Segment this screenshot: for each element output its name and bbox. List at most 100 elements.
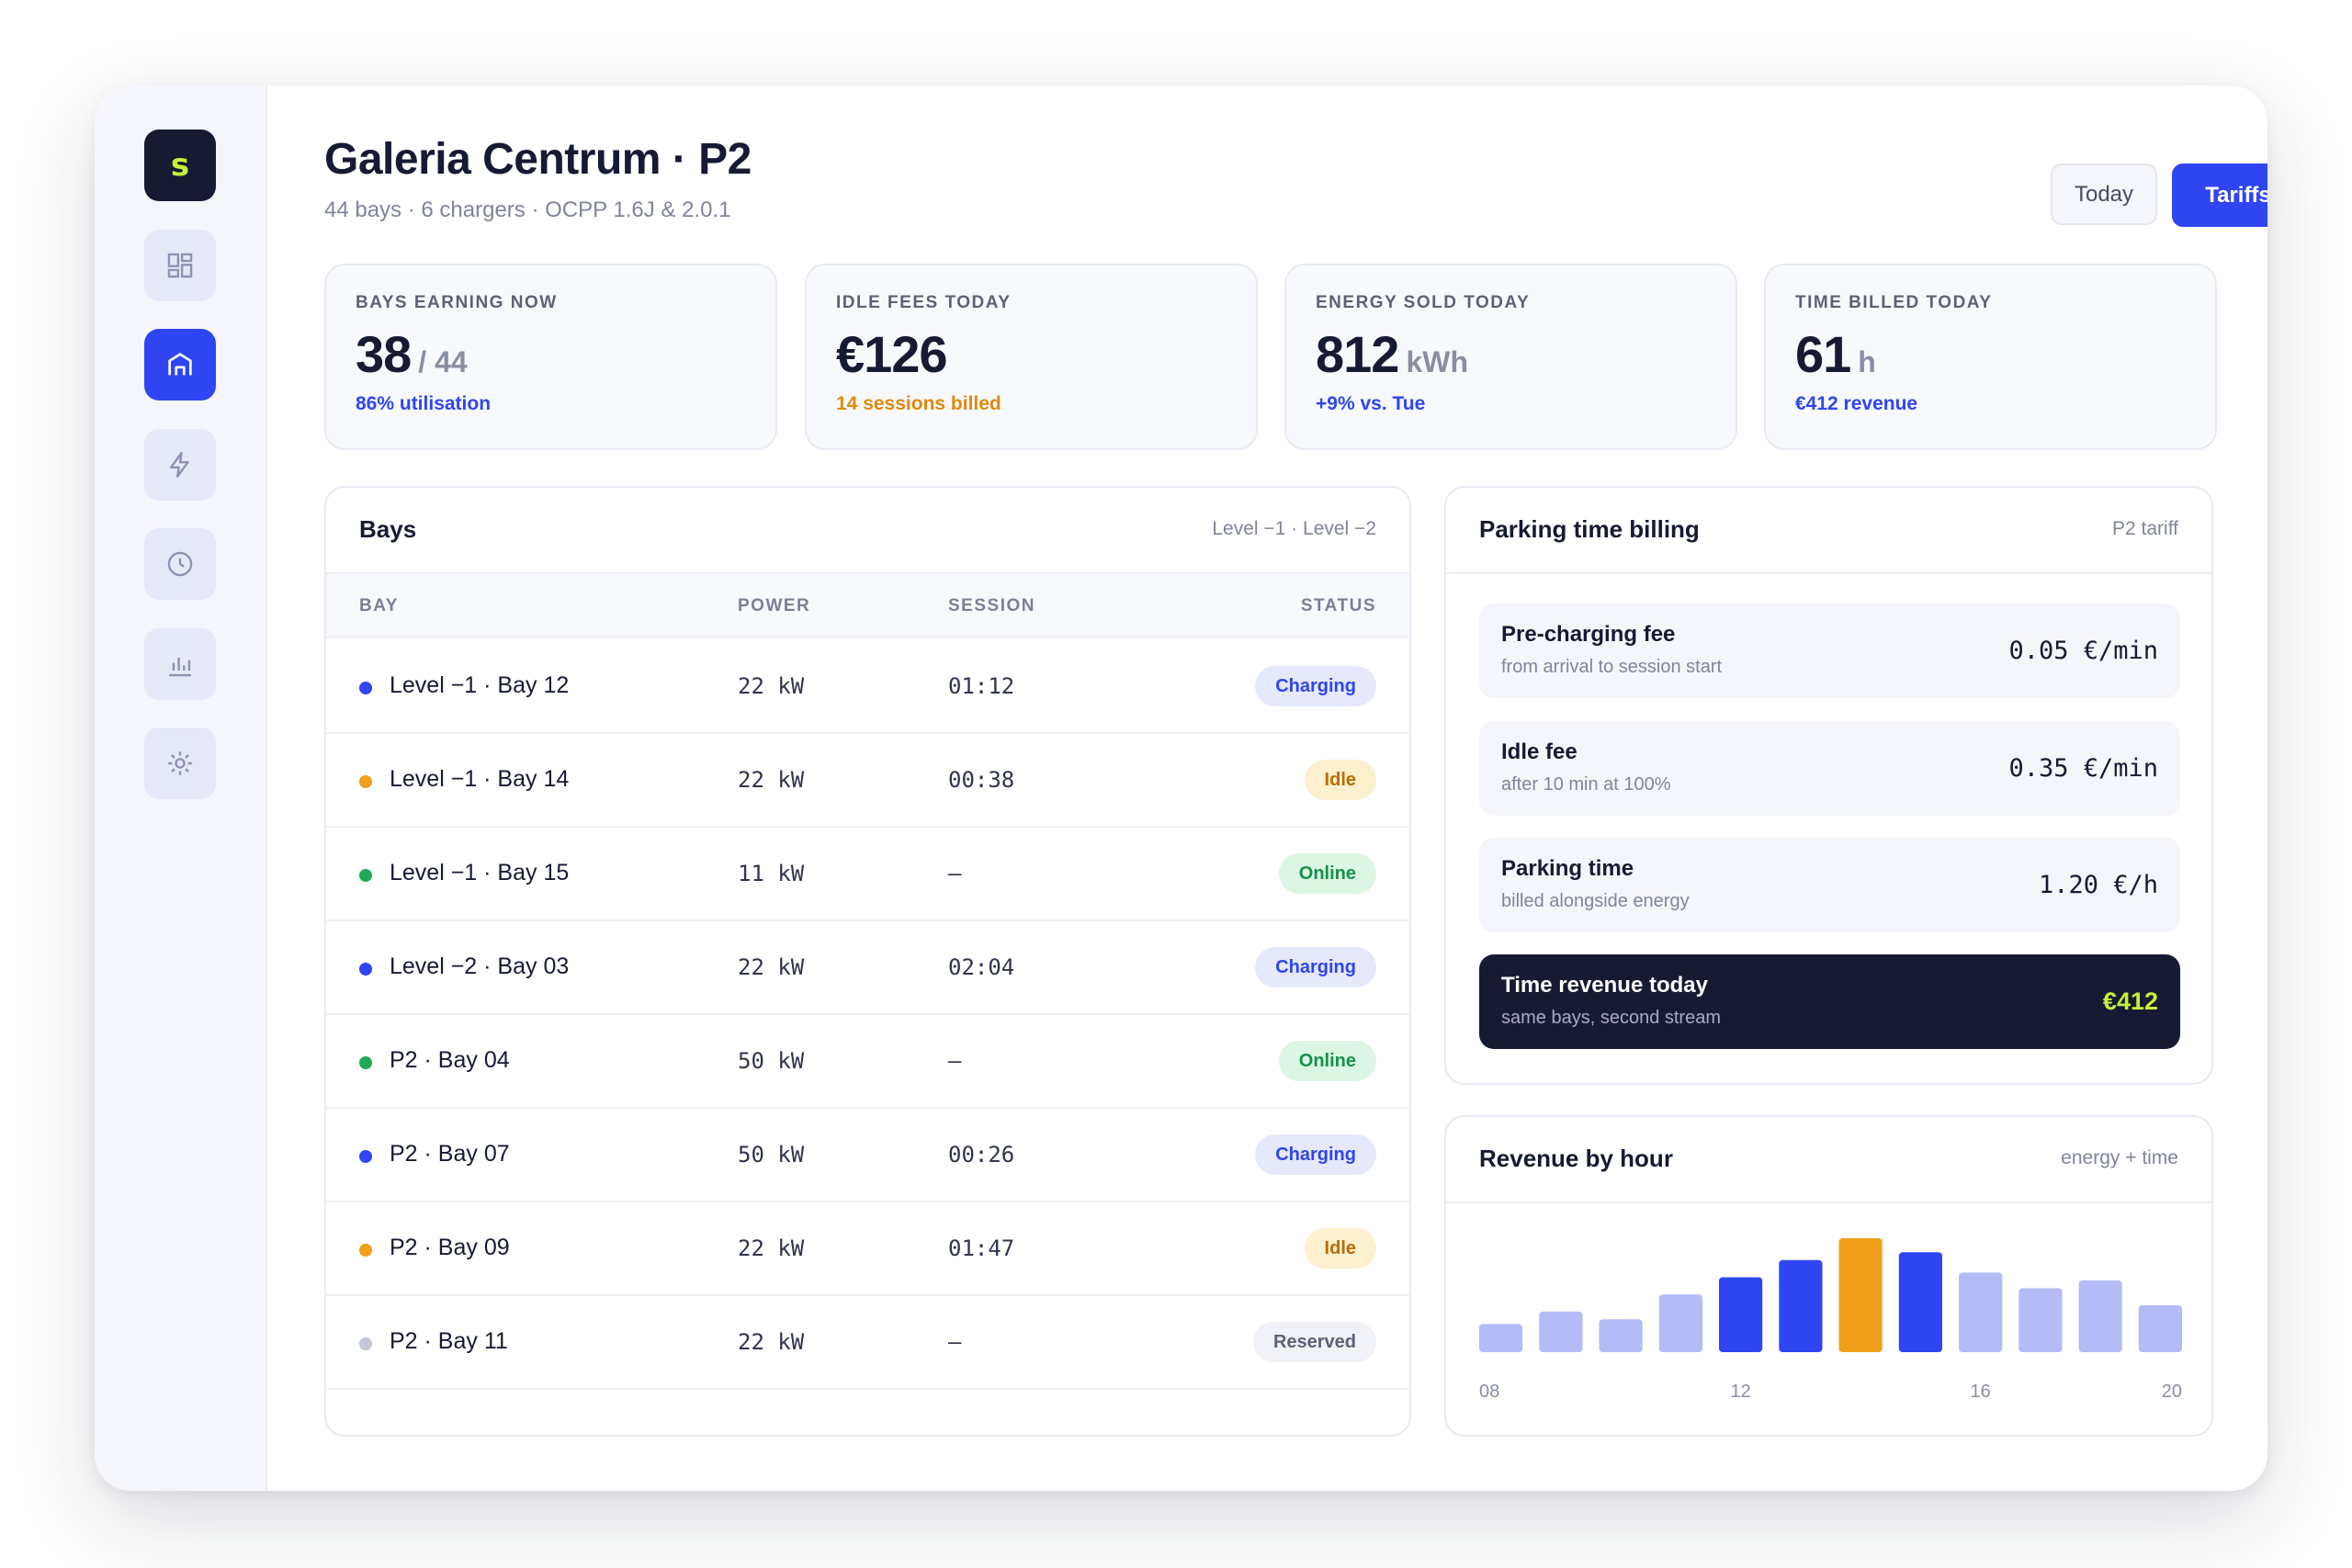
sidebar-item-settings[interactable] (144, 728, 216, 799)
revenue-bar-09[interactable] (1539, 1311, 1583, 1352)
bay-session: — (948, 1048, 962, 1074)
kpi-card-idle-fees: IDLE FEES TODAY €126 14 sessions billed (805, 264, 1258, 450)
revenue-bar-12[interactable] (1719, 1277, 1763, 1353)
kpi-unit: kWh (1406, 345, 1468, 378)
bay-session: 01:12 (948, 673, 1015, 699)
table-row[interactable]: Level −1 · Bay 14 22 kW 00:38 Idle (326, 734, 1409, 828)
divider (1446, 572, 2211, 574)
table-row[interactable]: P2 · Bay 09 22 kW 01:47 Idle (326, 1202, 1409, 1296)
kpi-value: 812 kWh (1316, 324, 1468, 384)
tariffs-button[interactable]: Tariffs (2172, 164, 2267, 227)
bays-card: Bays Level −1 · Level −2 BAY POWER SESSI… (324, 486, 1411, 1437)
kpi-unit: / 44 (418, 345, 468, 378)
table-row[interactable]: P2 · Bay 11 22 kW — Reserved (326, 1296, 1409, 1390)
revenue-bar-15[interactable] (1898, 1252, 1942, 1352)
table-row[interactable]: P2 · Bay 07 50 kW 00:26 Charging (326, 1109, 1409, 1202)
kpi-label: ENERGY SOLD TODAY (1316, 293, 1531, 312)
kpi-note: €412 revenue (1795, 393, 1918, 414)
kpi-note: 14 sessions billed (836, 393, 1001, 414)
rate-description: billed alongside energy (1501, 891, 1690, 911)
revenue-bar-10[interactable] (1599, 1319, 1643, 1352)
billing-tariff-hint: P2 tariff (2112, 518, 2178, 539)
bays-title: Bays (359, 515, 417, 543)
total-name: Time revenue today (1501, 973, 1708, 998)
revenue-bar-08[interactable] (1479, 1324, 1523, 1352)
today-button[interactable]: Today (2051, 164, 2157, 225)
sidebar-item-site[interactable] (144, 329, 216, 400)
column-header-session[interactable]: SESSION (948, 596, 1035, 615)
rate-price: 1.20 €/h (2038, 871, 2158, 899)
status-badge: Charging (1255, 666, 1376, 706)
revenue-bar-14[interactable] (1838, 1238, 1883, 1352)
page-title: Galeria Centrum · P2 (324, 135, 752, 184)
kpi-value: €126 (836, 324, 948, 384)
revenue-bar-16[interactable] (1959, 1272, 2003, 1352)
status-dot (359, 1244, 372, 1257)
column-header-power[interactable]: POWER (738, 596, 811, 615)
bay-power: 22 kW (738, 673, 805, 699)
sidebar-item-history[interactable] (144, 528, 216, 600)
column-header-bay[interactable]: BAY (359, 596, 399, 615)
kpi-note: 86% utilisation (356, 393, 492, 414)
bay-power: 11 kW (738, 861, 805, 886)
app-logo[interactable]: s (144, 130, 216, 201)
total-amount: €412 (2102, 987, 2158, 1015)
kpi-number: 61 (1795, 325, 1851, 383)
sidebar-item-reports[interactable] (144, 628, 216, 700)
total-description: same bays, second stream (1501, 1008, 1721, 1028)
status-dot (359, 682, 372, 694)
rate-pre-charging-fee[interactable]: Pre-charging fee from arrival to session… (1479, 604, 2180, 698)
status-dot (359, 963, 372, 976)
lightning-icon (169, 452, 189, 478)
logo-letter: s (170, 147, 190, 184)
column-header-status[interactable]: STATUS (1300, 596, 1376, 615)
status-badge: Charging (1255, 947, 1376, 987)
settings-icon (168, 751, 192, 775)
sidebar-item-charging[interactable] (144, 429, 216, 501)
revenue-bar-18[interactable] (2078, 1280, 2122, 1352)
kpi-number: 38 (356, 325, 412, 383)
rate-idle-fee[interactable]: Idle fee after 10 min at 100% 0.35 €/min (1479, 721, 2180, 816)
status-dot (359, 869, 372, 882)
rate-price: 0.35 €/min (2008, 754, 2158, 783)
bay-name: P2 · Bay 04 (390, 1047, 510, 1073)
bay-session: — (948, 861, 962, 886)
kpi-label: TIME BILLED TODAY (1795, 293, 1993, 312)
revenue-bar-19[interactable] (2138, 1305, 2182, 1352)
table-row[interactable]: Level −2 · Bay 03 22 kW 02:04 Charging (326, 921, 1409, 1015)
page-subtitle: 44 bays · 6 chargers · OCPP 1.6J & 2.0.1 (324, 197, 731, 222)
status-badge: Idle (1304, 1228, 1376, 1269)
revenue-by-hour-card: Revenue by hour energy + time 08 12 16 20 (1444, 1115, 2213, 1437)
kpi-number: 812 (1316, 325, 1399, 383)
table-row[interactable]: Level −1 · Bay 15 11 kW — Online (326, 828, 1409, 921)
revenue-title: Revenue by hour (1479, 1145, 1673, 1172)
status-dot (359, 1150, 372, 1163)
billing-title: Parking time billing (1479, 515, 1700, 543)
rate-name: Parking time (1501, 856, 1634, 881)
revenue-hint: energy + time (2061, 1147, 2178, 1168)
bay-power: 22 kW (738, 954, 805, 980)
bay-session: 00:26 (948, 1142, 1015, 1168)
x-tick-label: 08 (1479, 1382, 1499, 1402)
bay-name: Level −1 · Bay 12 (390, 672, 570, 698)
rate-parking-time[interactable]: Parking time billed alongside energy 1.2… (1479, 838, 2180, 932)
table-row[interactable]: Level −1 · Bay 12 22 kW 01:12 Charging (326, 640, 1409, 734)
status-badge: Reserved (1252, 1322, 1376, 1362)
bay-power: 22 kW (738, 1329, 805, 1355)
kpi-unit: h (1858, 345, 1876, 378)
revenue-bar-11[interactable] (1658, 1294, 1702, 1352)
sidebar: s (95, 85, 267, 1491)
sidebar-item-dashboard[interactable] (144, 230, 216, 301)
revenue-bar-13[interactable] (1779, 1259, 1823, 1352)
kpi-value: 38/ 44 (356, 324, 468, 384)
dashboard-icon (167, 253, 193, 278)
rate-description: after 10 min at 100% (1501, 774, 1671, 795)
kpi-number: €126 (836, 325, 948, 383)
main-content: Galeria Centrum · P2 44 bays · 6 charger… (267, 85, 2267, 1491)
table-row[interactable]: P2 · Bay 04 50 kW — Online (326, 1015, 1409, 1109)
site-icon (168, 353, 192, 376)
x-tick-label: 12 (1730, 1382, 1750, 1402)
revenue-bar-17[interactable] (2018, 1288, 2063, 1352)
status-dot (359, 775, 372, 788)
parking-billing-card: Parking time billing P2 tariff Pre-charg… (1444, 486, 2213, 1085)
